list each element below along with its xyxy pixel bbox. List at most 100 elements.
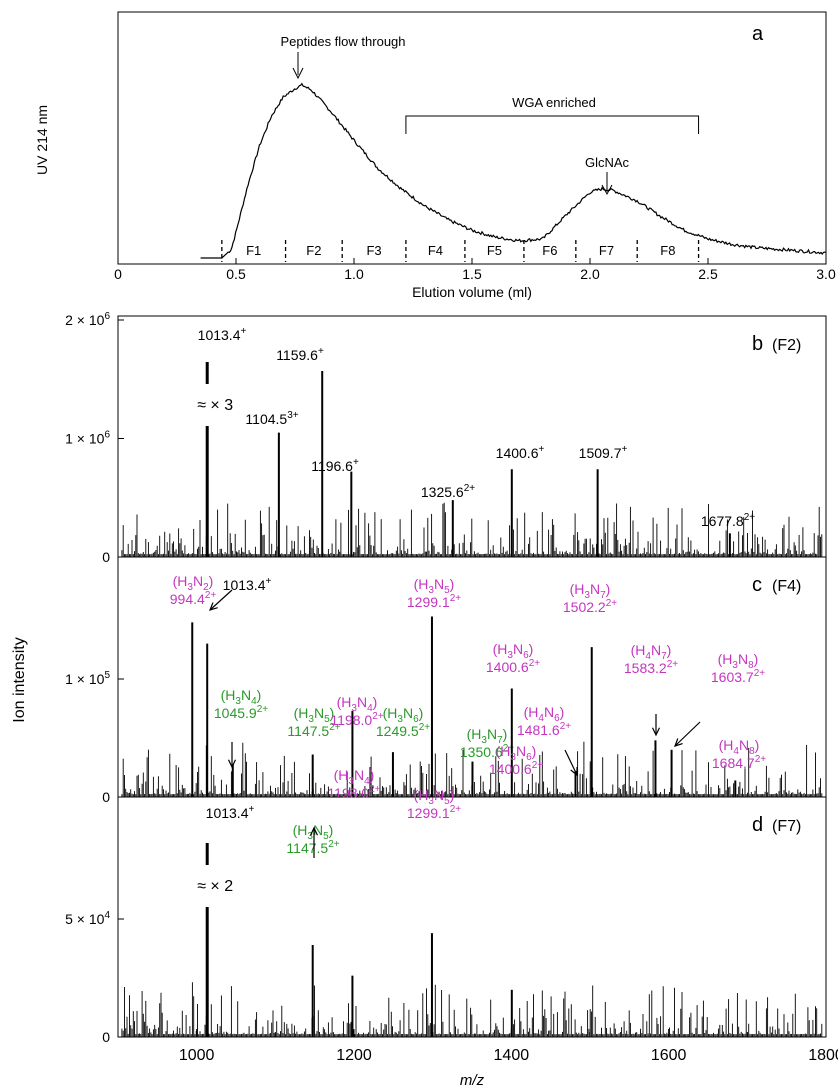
peak-mz-label: 1045.92+ <box>214 704 268 721</box>
peak-arrow-head <box>651 727 661 737</box>
peak-mz-label: 1147.52+ <box>287 722 340 739</box>
mz-tick-label: 1200 <box>336 1047 372 1064</box>
fraction-label: F8 <box>660 243 675 258</box>
fraction-label: F5 <box>487 243 502 258</box>
panel-a-x-tick-label: 2.5 <box>698 266 718 282</box>
panel-a-fractions: F1 F2 F3 F4 F5 F6 F7 F8 <box>221 240 700 262</box>
panel-b-spectrum: 0 1 × 106 2 × 106 b (F2) ≈ × 3 1013.4+ 1104.53+… <box>65 311 827 565</box>
peak-composition-label: (H3N7) <box>467 726 508 746</box>
panel-fraction-label: (F2) <box>772 337 801 354</box>
peak-arrow <box>209 589 233 611</box>
peak-mz-label: 1013.4+ <box>198 326 247 343</box>
peak-mz-label: 1013.4+ <box>206 804 255 821</box>
y-tick-label: 1 × 106 <box>65 430 110 447</box>
peak-composition-label: (H3N6) <box>496 743 537 763</box>
uv-trace-line <box>200 82 827 259</box>
spectrum-frame <box>117 796 827 1038</box>
peak-mz-label: 1013.4+ <box>223 576 272 593</box>
mz-tick-label: 1000 <box>179 1047 215 1064</box>
peak-arrow-head <box>309 826 319 836</box>
glcnac-label: GlcNAc <box>585 155 630 170</box>
peak-mz-label: 1147.52+ <box>286 839 339 856</box>
y-tick-label: 0 <box>102 1029 110 1045</box>
peak-mz-label: 1196.6+ <box>311 457 359 474</box>
peak-composition-label: (H3N6) <box>383 705 424 725</box>
fraction-label: F4 <box>428 243 443 258</box>
peak-mz-label: 1325.62+ <box>421 483 475 500</box>
y-tick-label: 1 × 105 <box>65 670 110 687</box>
ion-intensity-ylabel: Ion intensity <box>11 637 28 722</box>
panel-a-frame <box>117 11 827 265</box>
peak-composition-label: (H3N6) <box>493 641 534 661</box>
mz-axis-label: m/z <box>460 1072 485 1089</box>
peak-mz-label: 1400.6+ <box>496 444 545 461</box>
peak-mz-label: 1603.72+ <box>711 668 765 685</box>
peak-composition-label: (H3N4) <box>337 694 378 714</box>
peak-composition-label: (H3N5) <box>294 705 335 725</box>
peak-arrow <box>674 721 701 747</box>
panel-label: d <box>752 814 763 836</box>
panel-a-x-tick-label: 3.0 <box>816 266 836 282</box>
peak-composition-label: (H3N4) <box>221 687 262 707</box>
panel-a-ylabel: UV 214 nm <box>34 105 50 175</box>
panel-a-x-tick-label: 2.0 <box>580 266 600 282</box>
peak-arrow-head <box>227 759 237 769</box>
panel-label: c <box>752 574 762 596</box>
peak-arrow-head <box>208 602 218 611</box>
peak-composition-label: (H3N5) <box>414 576 455 596</box>
fraction-label: F3 <box>366 243 381 258</box>
peak-mz-label: 1684.72+ <box>712 754 766 771</box>
peak-mz-label: 1400.62+ <box>486 658 540 675</box>
peak-mz-label: 1400.62+ <box>489 760 543 777</box>
baseline-noise <box>121 502 823 557</box>
glcnac-arrow-head <box>601 184 613 196</box>
peak-composition-label: (H3N5) <box>293 822 334 842</box>
mz-axis-ticks: 1000 1200 1400 1600 1800 <box>117 1029 838 1064</box>
baseline-noise <box>121 982 823 1037</box>
mz-tick-label: 1400 <box>494 1047 530 1064</box>
panel-a-xlabel: Elution volume (ml) <box>412 284 532 300</box>
panel-a-x-tick-label: 0 <box>114 266 122 282</box>
peak-mz-label: 1481.62+ <box>517 721 571 738</box>
panel-a-x-ticks: 0 0.5 1.0 1.5 2.0 2.5 3.0 <box>114 258 836 282</box>
peak-mz-label: 1509.7+ <box>579 444 628 461</box>
fraction-label: F7 <box>599 243 614 258</box>
peak-arrow-head <box>570 766 578 777</box>
peak-mz-label: 1350.62+ <box>460 743 514 760</box>
panel-a-x-tick-label: 1.5 <box>462 266 482 282</box>
peak-mz-label: 1198.02+ <box>330 711 383 728</box>
panel-label: b <box>752 333 763 355</box>
peak-composition-label: (H4N6) <box>524 704 565 724</box>
y-tick-label: 2 × 106 <box>65 311 110 328</box>
panel-a-x-tick-label: 0.5 <box>226 266 246 282</box>
peak-mz-label: 1677.82+ <box>701 512 755 529</box>
y-tick-label: 0 <box>102 549 110 565</box>
peak-mz-label: 1198.02+ <box>327 784 380 801</box>
peak-arrow-head <box>674 738 683 747</box>
peak-mz-label: 1249.52+ <box>376 722 430 739</box>
peak-composition-label: (H3N4) <box>334 767 375 787</box>
fraction-label: F1 <box>246 243 261 258</box>
peak-mz-label: 1299.12+ <box>407 593 461 610</box>
wga-enriched-label: WGA enriched <box>512 95 596 110</box>
peptides-flow-label: Peptides flow through <box>280 34 405 49</box>
peak-mz-label: 994.42+ <box>170 590 217 607</box>
peak-composition-label: (H3N5) <box>414 787 455 807</box>
peak-arrow <box>564 749 578 776</box>
mz-tick-label: 1800 <box>808 1047 838 1064</box>
fraction-label: F6 <box>542 243 557 258</box>
peptides-arrow-head <box>292 67 304 80</box>
panel-a-uv-chromatogram: a UV 214 nm Elution volume (ml) 0 0.5 1.0 1… <box>34 11 836 300</box>
peak-mz-label: 1502.22+ <box>563 598 617 615</box>
fraction-label: F2 <box>306 243 321 258</box>
peak-composition-label: (H3N7) <box>570 581 611 601</box>
panel-a-label: a <box>752 23 764 45</box>
wga-enriched-bracket <box>405 115 700 134</box>
peak-composition-label: (H3N8) <box>718 651 759 671</box>
peak-composition-label: (H3N2) <box>173 573 214 593</box>
panel-fraction-label: (F4) <box>772 578 801 595</box>
peak-composition-label: (H4N7) <box>631 642 672 662</box>
